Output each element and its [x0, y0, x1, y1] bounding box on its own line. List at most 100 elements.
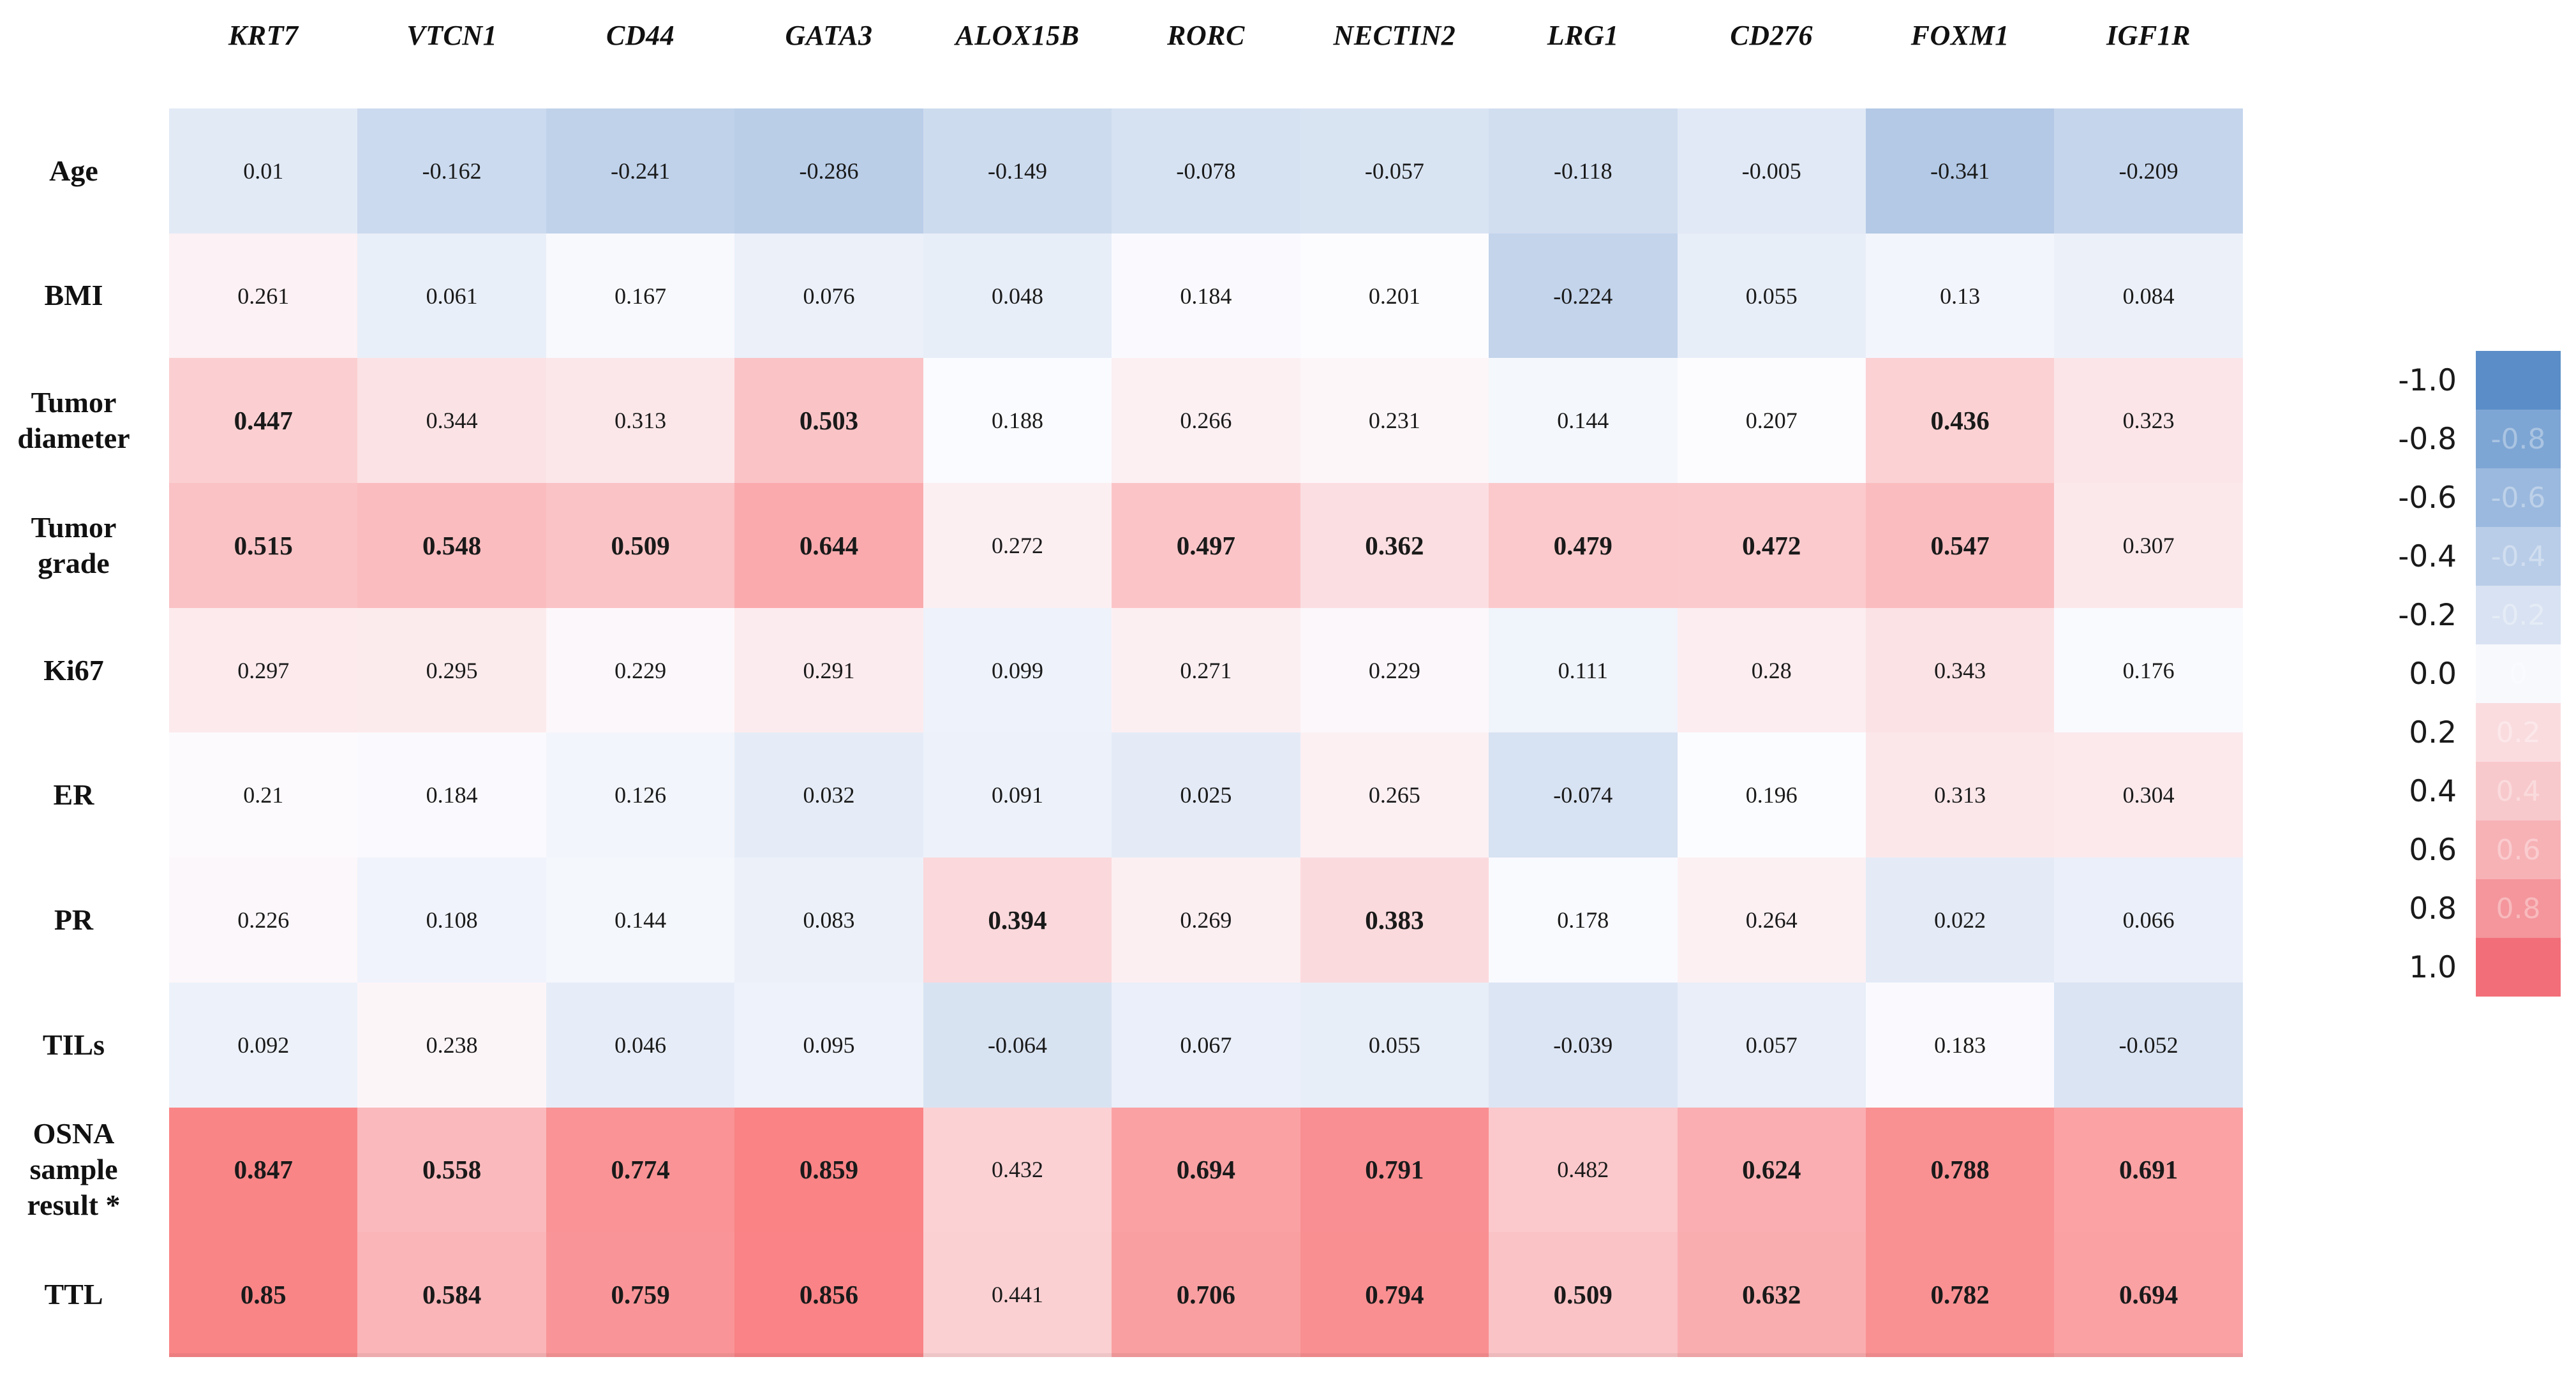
heatmap-cell: 0.547: [1865, 483, 2055, 608]
heatmap-cell: 0.176: [2054, 607, 2243, 733]
legend-tick-label: 1.0: [2409, 949, 2457, 985]
heatmap-cell: 0.126: [546, 732, 735, 858]
heatmap-cell: 0.144: [1489, 358, 1678, 484]
row-label-line: BMI: [44, 279, 103, 312]
heatmap-cell: 0.644: [734, 483, 923, 608]
legend-ghost-label: 0.8: [2496, 892, 2541, 925]
row-label-line: sample: [29, 1153, 118, 1186]
correlation-matrix: KRT7 VTCN1 CD44 GATA3 ALOX15B RORC NECTIN2 LRG1…: [0, 0, 2243, 1357]
heatmap-cell: 0.21: [169, 732, 358, 858]
row-label-ttl: TTL: [0, 1232, 169, 1357]
heatmap-cell: 0.548: [357, 483, 546, 608]
heatmap-cell: 0.188: [923, 358, 1112, 484]
heatmap-cell: 0.694: [1112, 1107, 1300, 1233]
row-label-osna-sample-result-: OSNA sample result *: [0, 1108, 169, 1233]
legend-block: 0.8: [2476, 879, 2561, 938]
row-label-line: OSNA: [33, 1117, 115, 1150]
row-label-line: Ki67: [43, 653, 104, 686]
corner-spacer: [0, 0, 169, 108]
heatmap-cell: 0.497: [1112, 483, 1300, 608]
heatmap-cell: 0.046: [546, 982, 735, 1108]
legend-ghost-label: 0: [2509, 657, 2528, 690]
heatmap-cell: 0.624: [1677, 1107, 1866, 1233]
heatmap-cell: -0.209: [2054, 108, 2243, 234]
heatmap-cell: -0.149: [923, 108, 1112, 234]
column-header-cd276: CD276: [1730, 20, 1813, 51]
row-label-line: Age: [49, 154, 98, 187]
heatmap-cell: 0.791: [1300, 1107, 1489, 1233]
heatmap-cell: 0.313: [1865, 732, 2055, 858]
heatmap-cell: 0.196: [1677, 732, 1866, 858]
heatmap-cell: 0.859: [734, 1107, 923, 1233]
legend-block: 0.4: [2476, 762, 2561, 820]
legend-tick-label: -0.2: [2398, 597, 2457, 633]
heatmap-cell: 0.057: [1677, 982, 1866, 1108]
row-label-line: TTL: [44, 1277, 103, 1310]
heatmap-cell: 0.184: [357, 732, 546, 858]
heatmap-cell: 0.271: [1112, 607, 1300, 733]
legend-block: [2476, 938, 2561, 997]
row-label-bmi: BMI: [0, 234, 169, 359]
heatmap-cell: 0.269: [1112, 857, 1300, 983]
heatmap-cell: -0.074: [1489, 732, 1678, 858]
heatmap-cell: 0.091: [923, 732, 1112, 858]
heatmap-cell: 0.344: [357, 358, 546, 484]
heatmap-cell: 0.201: [1300, 233, 1489, 359]
heatmap-cell: 0.111: [1489, 607, 1678, 733]
heatmap-cell: 0.167: [546, 233, 735, 359]
legend-ghost-label: -0.8: [2490, 422, 2546, 456]
row-label-line: result *: [27, 1189, 121, 1222]
heatmap-cell: 0.509: [1489, 1232, 1678, 1357]
heatmap-cell: 0.083: [734, 857, 923, 983]
heatmap-cell: -0.118: [1489, 108, 1678, 234]
heatmap-cell: 0.432: [923, 1107, 1112, 1233]
heatmap-cell: 0.323: [2054, 358, 2243, 484]
row-label-line: PR: [54, 903, 94, 936]
heatmap-cell: 0.788: [1865, 1107, 2055, 1233]
heatmap-cell: 0.231: [1300, 358, 1489, 484]
legend-tick-label: 0.4: [2409, 773, 2457, 809]
row-label-age: Age: [0, 108, 169, 234]
heatmap-cell: 0.509: [546, 483, 735, 608]
column-header-alox15b: ALOX15B: [955, 20, 1080, 51]
heatmap-cell: 0.229: [1300, 607, 1489, 733]
heatmap-cell: 0.076: [734, 233, 923, 359]
heatmap-cell: -0.341: [1865, 108, 2055, 234]
heatmap-cell: 0.28: [1677, 607, 1866, 733]
heatmap-cell: 0.856: [734, 1232, 923, 1357]
heatmap-cell: 0.295: [357, 607, 546, 733]
heatmap-cell: 0.291: [734, 607, 923, 733]
heatmap-cell: 0.794: [1300, 1232, 1489, 1357]
heatmap-cell: 0.229: [546, 607, 735, 733]
legend-block: 0: [2476, 644, 2561, 703]
heatmap-cell: 0.447: [169, 358, 358, 484]
legend-tick-label: 0.2: [2409, 715, 2457, 750]
heatmap-cell: 0.048: [923, 233, 1112, 359]
heatmap-cell: 0.482: [1489, 1107, 1678, 1233]
heatmap-cell: 0.307: [2054, 483, 2243, 608]
row-label-line: Tumor: [31, 510, 117, 544]
column-header-krt7: KRT7: [228, 20, 299, 51]
legend-ghost-label: -0.6: [2490, 481, 2546, 514]
heatmap-cell: 0.343: [1865, 607, 2055, 733]
heatmap-cell: 0.441: [923, 1232, 1112, 1357]
legend-tick-label: -0.8: [2398, 421, 2457, 457]
legend-block: -0.8: [2476, 410, 2561, 468]
heatmap-cell: -0.224: [1489, 233, 1678, 359]
row-label-ki67: Ki67: [0, 608, 169, 733]
legend-block: 0.6: [2476, 820, 2561, 879]
row-label-er: ER: [0, 732, 169, 857]
heatmap-cell: 0.055: [1300, 982, 1489, 1108]
legend-block: -0.6: [2476, 468, 2561, 527]
heatmap-cell: 0.092: [169, 982, 358, 1108]
heatmap-cell: 0.238: [357, 982, 546, 1108]
heatmap-cell: 0.207: [1677, 358, 1866, 484]
row-label-tils: TILs: [0, 983, 169, 1108]
legend-ghost-label: -0.2: [2490, 598, 2546, 632]
heatmap-cell: 0.264: [1677, 857, 1866, 983]
legend-tick-labels: -1.0 -0.8 -0.6 -0.4 -0.2 0.0 0.2 0.4 0.6 0.8 1.0: [2265, 351, 2457, 997]
heatmap-cell: -0.039: [1489, 982, 1678, 1108]
heatmap-cell: 0.632: [1677, 1232, 1866, 1357]
heatmap-cell: 0.362: [1300, 483, 1489, 608]
